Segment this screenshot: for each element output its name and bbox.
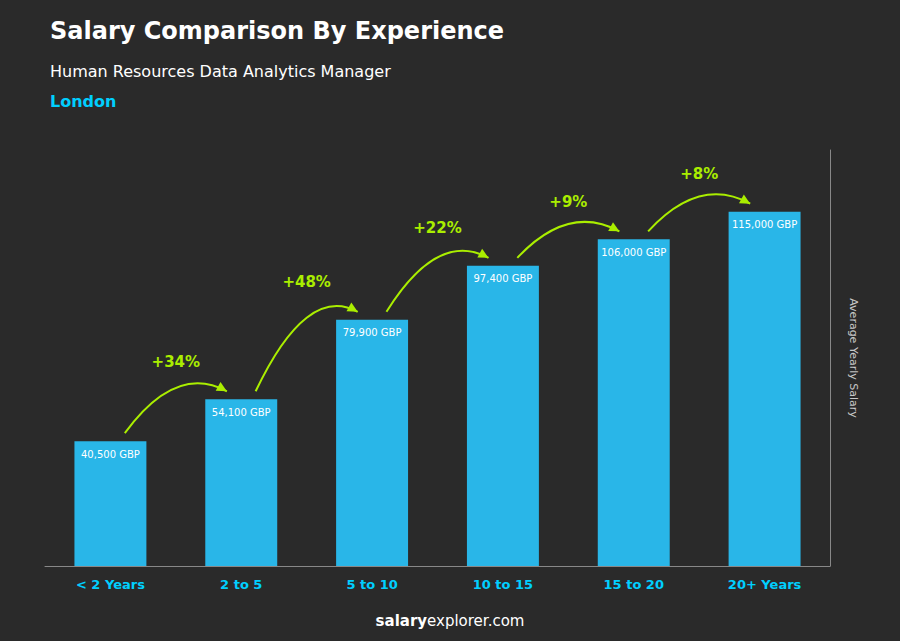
svg-text:salary: salary xyxy=(376,612,428,630)
svg-text:2 to 5: 2 to 5 xyxy=(220,577,262,592)
svg-text:20+ Years: 20+ Years xyxy=(728,577,802,592)
svg-text:Salary Comparison By Experienc: Salary Comparison By Experience xyxy=(50,17,504,45)
svg-text:London: London xyxy=(50,92,116,111)
svg-text:+48%: +48% xyxy=(282,273,330,291)
svg-text:< 2 Years: < 2 Years xyxy=(76,577,145,592)
svg-text:+8%: +8% xyxy=(680,165,718,183)
svg-text:79,900 GBP: 79,900 GBP xyxy=(343,327,402,338)
svg-text:115,000 GBP: 115,000 GBP xyxy=(732,219,797,230)
svg-text:5 to 10: 5 to 10 xyxy=(346,577,397,592)
svg-text:explorer.com: explorer.com xyxy=(427,612,524,630)
svg-text:54,100 GBP: 54,100 GBP xyxy=(212,407,271,418)
svg-text:Average Yearly Salary: Average Yearly Salary xyxy=(847,298,860,418)
svg-text:15 to 20: 15 to 20 xyxy=(604,577,664,592)
svg-text:Human Resources Data Analytics: Human Resources Data Analytics Manager xyxy=(50,62,391,81)
svg-text:97,400 GBP: 97,400 GBP xyxy=(474,273,533,284)
svg-text:40,500 GBP: 40,500 GBP xyxy=(81,449,140,460)
svg-text:10 to 15: 10 to 15 xyxy=(473,577,533,592)
svg-text:+34%: +34% xyxy=(152,353,200,371)
svg-text:106,000 GBP: 106,000 GBP xyxy=(601,247,666,258)
svg-text:+9%: +9% xyxy=(549,193,587,211)
svg-text:+22%: +22% xyxy=(413,219,461,237)
